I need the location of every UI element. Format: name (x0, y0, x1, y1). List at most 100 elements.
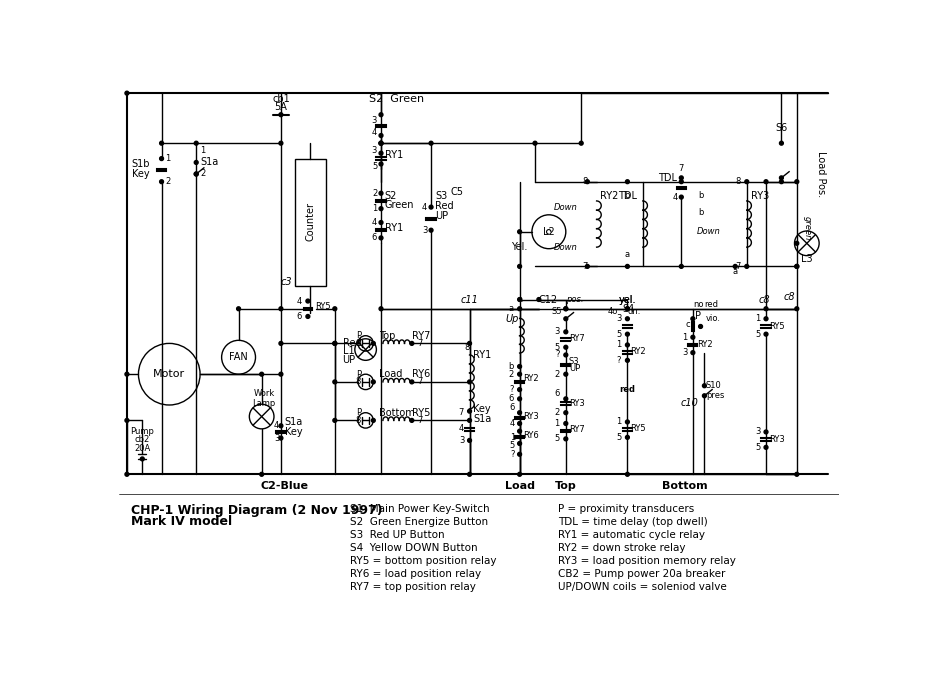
Circle shape (745, 265, 749, 269)
Text: Mark IV model: Mark IV model (131, 515, 232, 528)
Text: 5: 5 (755, 443, 761, 452)
Text: 1: 1 (510, 433, 515, 442)
Text: 4: 4 (672, 193, 678, 203)
Text: 2: 2 (200, 169, 206, 178)
Text: L2: L2 (543, 226, 554, 237)
Text: RY2: RY2 (600, 190, 619, 201)
Circle shape (194, 172, 198, 176)
Text: Down: Down (697, 227, 720, 236)
Text: P = proximity transducers: P = proximity transducers (558, 504, 695, 513)
Text: 4: 4 (372, 218, 377, 227)
Circle shape (371, 418, 375, 422)
Circle shape (333, 307, 337, 311)
Text: RY5 = bottom position relay: RY5 = bottom position relay (351, 556, 496, 566)
Text: C2-Blue: C2-Blue (261, 481, 309, 491)
Text: RY5: RY5 (770, 322, 784, 331)
Circle shape (379, 207, 383, 211)
Circle shape (379, 307, 383, 311)
Circle shape (780, 141, 784, 145)
Text: RY2 = down stroke relay: RY2 = down stroke relay (558, 543, 685, 553)
Circle shape (764, 307, 768, 311)
Text: Load: Load (505, 481, 535, 491)
Circle shape (533, 141, 537, 145)
Circle shape (795, 180, 798, 184)
Circle shape (468, 380, 471, 384)
Circle shape (379, 133, 383, 137)
Text: Key: Key (285, 427, 302, 437)
Circle shape (564, 411, 568, 415)
Text: 4: 4 (510, 419, 515, 428)
Text: Lamp: Lamp (252, 399, 276, 408)
Circle shape (518, 372, 522, 376)
Text: green: green (802, 216, 812, 240)
Circle shape (194, 172, 198, 176)
Circle shape (795, 265, 798, 269)
Text: S2  Green: S2 Green (368, 94, 424, 103)
Text: 3: 3 (616, 314, 621, 323)
Text: red: red (704, 301, 718, 309)
Circle shape (626, 307, 629, 311)
Circle shape (702, 394, 706, 398)
Text: P: P (696, 311, 701, 322)
Circle shape (745, 180, 749, 184)
Circle shape (795, 473, 798, 476)
Circle shape (333, 341, 337, 345)
Text: 5: 5 (755, 330, 761, 339)
Circle shape (585, 180, 589, 184)
Text: UP/DOWN coils = soleniod valve: UP/DOWN coils = soleniod valve (558, 582, 726, 592)
Text: Down: Down (554, 243, 578, 252)
Circle shape (564, 437, 568, 441)
Text: 6: 6 (508, 394, 513, 403)
Text: S3  Red UP Button: S3 Red UP Button (351, 530, 445, 540)
Text: Green: Green (385, 200, 414, 210)
Text: RY2: RY2 (630, 347, 646, 356)
Text: L1: L1 (342, 346, 354, 356)
Text: 1: 1 (616, 418, 621, 426)
Circle shape (680, 176, 683, 180)
Text: 3: 3 (274, 434, 280, 443)
Circle shape (125, 473, 129, 476)
Text: a: a (733, 267, 738, 276)
Text: S3: S3 (568, 356, 580, 366)
Text: Work: Work (253, 389, 275, 398)
Text: 8: 8 (464, 343, 469, 352)
Text: 20A: 20A (135, 445, 151, 454)
Text: 6: 6 (554, 389, 560, 398)
Text: L3: L3 (801, 254, 813, 264)
Text: 1: 1 (372, 204, 377, 213)
Circle shape (279, 113, 283, 117)
Text: TDL = time delay (top dwell): TDL = time delay (top dwell) (558, 517, 708, 526)
Text: 5: 5 (510, 441, 515, 449)
Text: RY5: RY5 (411, 408, 430, 418)
Text: c8: c8 (758, 294, 770, 305)
Text: Load: Load (380, 369, 403, 379)
Circle shape (626, 180, 629, 184)
Circle shape (698, 324, 702, 328)
Text: S1b: S1b (132, 159, 150, 169)
Text: Up: Up (505, 313, 519, 324)
Text: 3: 3 (422, 226, 427, 235)
Text: FAN: FAN (229, 352, 248, 362)
Text: 3: 3 (683, 348, 687, 357)
Circle shape (564, 330, 568, 334)
Text: 7: 7 (417, 339, 423, 348)
Text: ?: ? (511, 449, 515, 459)
Circle shape (518, 441, 522, 445)
Text: a: a (509, 304, 513, 313)
Text: 1: 1 (200, 146, 206, 156)
Circle shape (306, 315, 309, 318)
Text: RY3: RY3 (770, 435, 784, 444)
Circle shape (795, 307, 798, 311)
Circle shape (260, 473, 264, 476)
Text: S10: S10 (706, 381, 722, 390)
Text: S1a: S1a (285, 417, 303, 427)
Circle shape (379, 191, 383, 195)
Text: Down: Down (554, 203, 578, 211)
Text: Bottom: Bottom (380, 408, 415, 418)
Text: yel.: yel. (619, 294, 636, 305)
Text: RY7: RY7 (568, 425, 584, 434)
Circle shape (626, 307, 629, 311)
Text: c10: c10 (680, 398, 698, 409)
Circle shape (279, 307, 283, 311)
Circle shape (518, 429, 522, 433)
